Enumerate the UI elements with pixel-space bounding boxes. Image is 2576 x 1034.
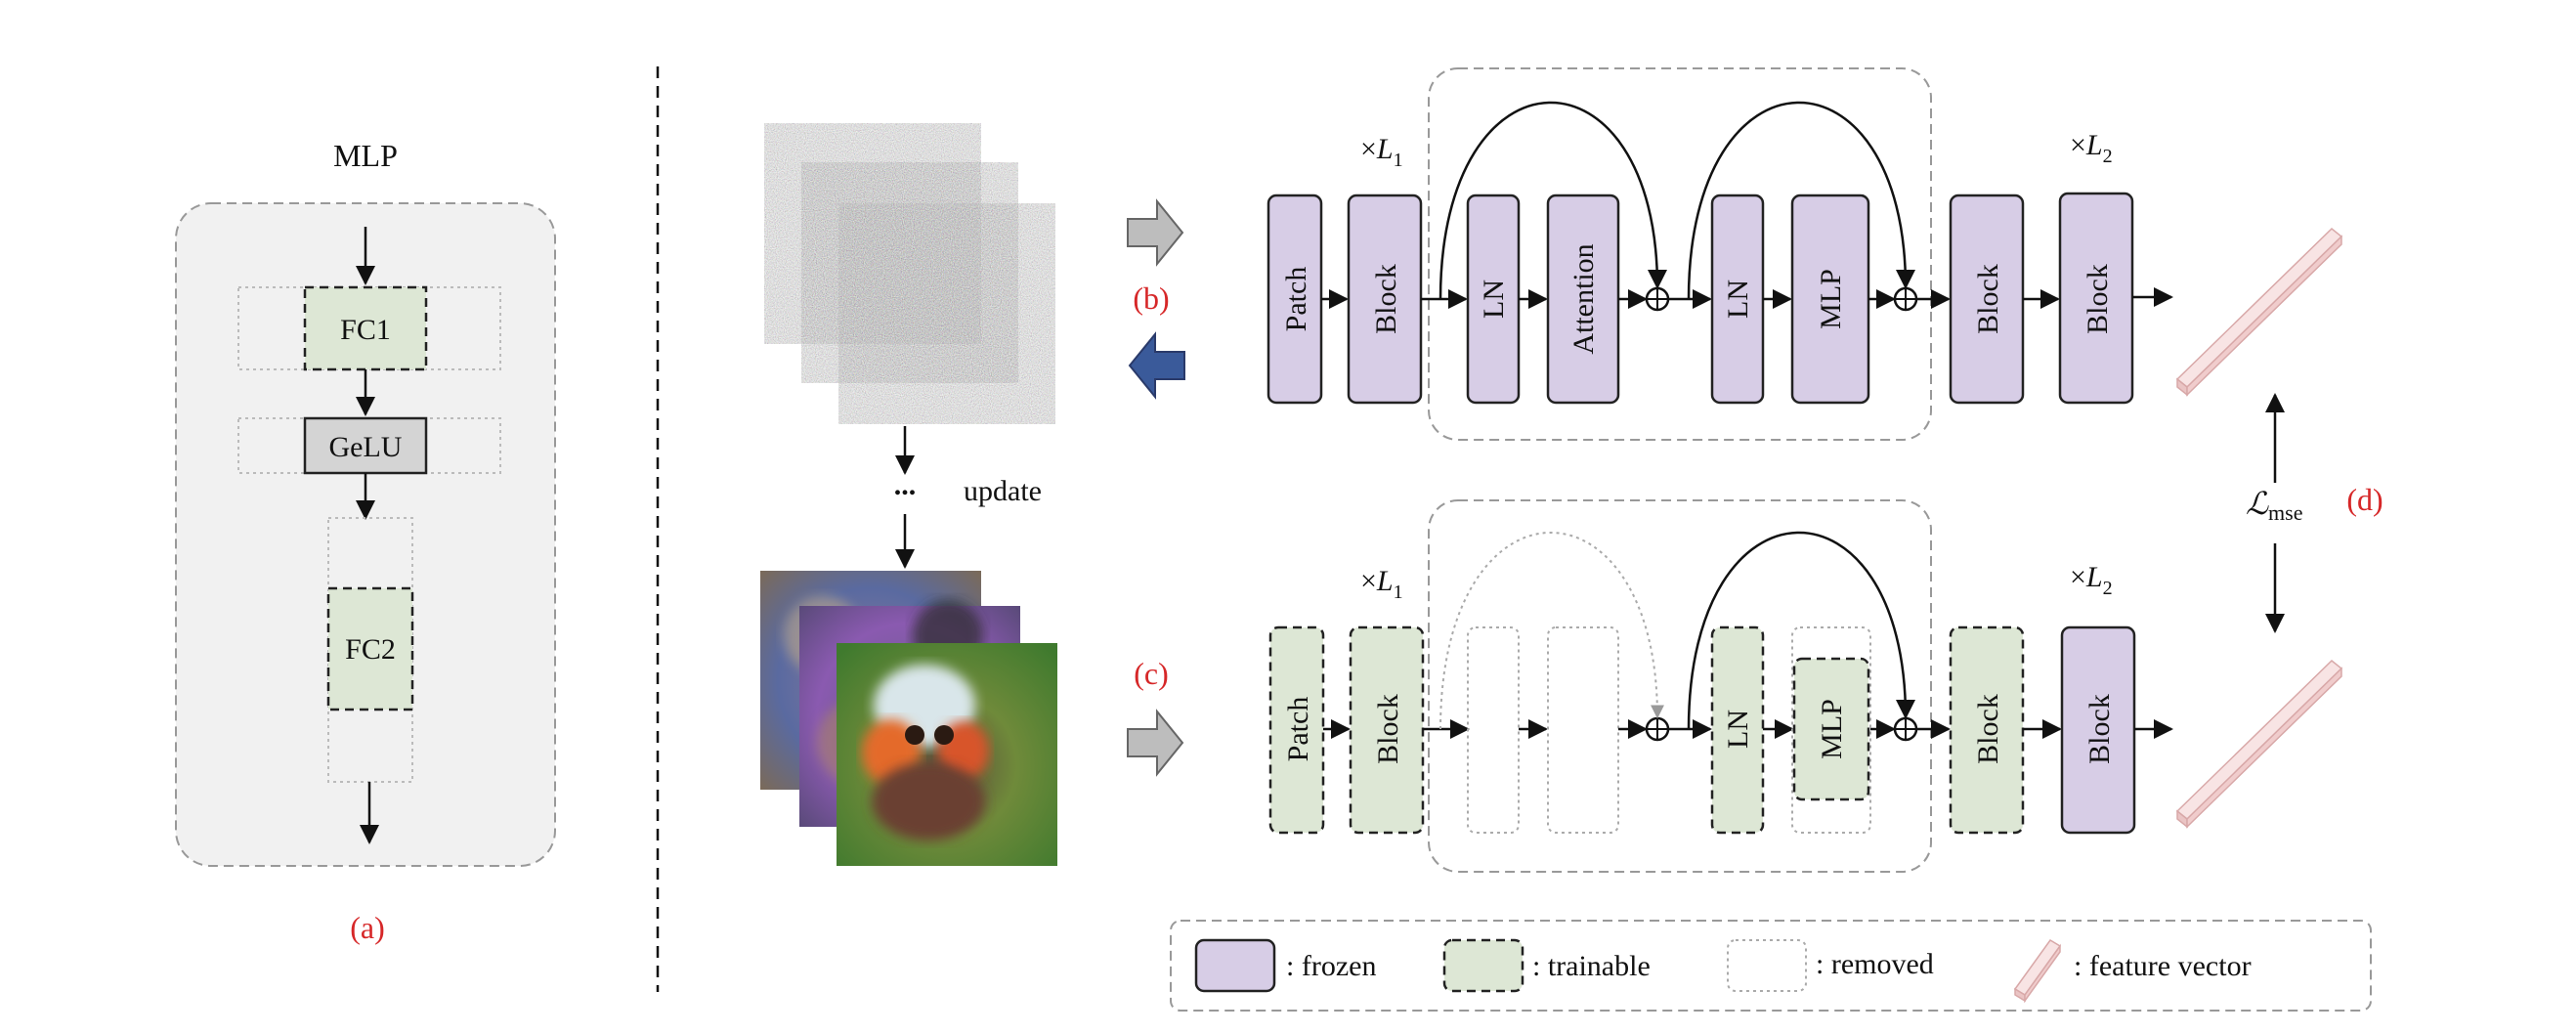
top-l1-label: ×L1 [1360, 133, 1403, 171]
update-ellipsis: ... [894, 469, 917, 501]
fc1-label: FC1 [340, 314, 391, 346]
legend-frozen-label: : frozen [1286, 950, 1376, 982]
legend-frozen-swatch [1196, 940, 1274, 991]
bottom-ln2-label: LN [1722, 710, 1754, 749]
bottom-removed-attention [1548, 627, 1618, 833]
panel-a-caption: (a) [350, 910, 385, 945]
noise-image-3 [838, 203, 1055, 424]
backward-arrow [1130, 334, 1184, 397]
top-patch-label: Patch [1280, 267, 1312, 332]
panel-a-title: MLP [333, 138, 398, 173]
label-d: (d) [2346, 482, 2383, 517]
top-block1-label: Block [1370, 264, 1402, 334]
bottom-l1-label: ×L1 [1360, 565, 1403, 603]
gelu-label: GeLU [329, 431, 403, 463]
bottom-row: ×L1 ×L2 Patch Block LN MLP Block [1270, 500, 2341, 872]
legend-trainable-swatch [1444, 940, 1523, 991]
label-b: (b) [1133, 280, 1169, 316]
bottom-mlp-label: MLP [1816, 699, 1848, 759]
top-block3-label: Block [2082, 264, 2114, 334]
fc2-label: FC2 [345, 633, 396, 666]
top-block2-label: Block [1972, 264, 2004, 334]
loss-label: ℒmse [2246, 486, 2303, 525]
legend: : frozen : trainable : removed : feature… [1171, 921, 2371, 1011]
bottom-block2-label: Block [1972, 694, 2004, 764]
forward-arrow-top [1128, 201, 1182, 264]
top-feature-vector [2177, 229, 2341, 395]
top-mlp-label: MLP [1815, 269, 1847, 329]
synth-image-dog [837, 643, 1057, 866]
bottom-block3-label: Block [2083, 694, 2116, 764]
bottom-block1-label: Block [1372, 694, 1404, 764]
legend-trainable-label: : trainable [1532, 950, 1651, 982]
bottom-feature-vector [2177, 661, 2341, 827]
bottom-l2-label: ×L2 [2070, 561, 2113, 599]
forward-arrow-bottom [1128, 711, 1182, 774]
top-l2-label: ×L2 [2070, 129, 2113, 167]
label-c: (c) [1134, 656, 1169, 691]
top-ln2-label: LN [1722, 280, 1754, 319]
noise-image-stack [764, 123, 1055, 424]
update-label: update [964, 475, 1042, 507]
top-ln1-label: LN [1478, 280, 1510, 319]
legend-feature-label: : feature vector [2074, 950, 2252, 982]
bottom-removed-ln1 [1468, 627, 1519, 833]
top-row: ×L1 ×L2 Patch Block LN Attention LN MLP [1268, 68, 2341, 440]
bottom-patch-label: Patch [1282, 697, 1314, 762]
legend-removed-label: : removed [1816, 948, 1934, 980]
top-attention-label: Attention [1567, 243, 1600, 354]
synthesized-image-stack [760, 571, 1057, 866]
panel-a: MLP FC1 GeLU FC2 (a) [176, 138, 555, 945]
